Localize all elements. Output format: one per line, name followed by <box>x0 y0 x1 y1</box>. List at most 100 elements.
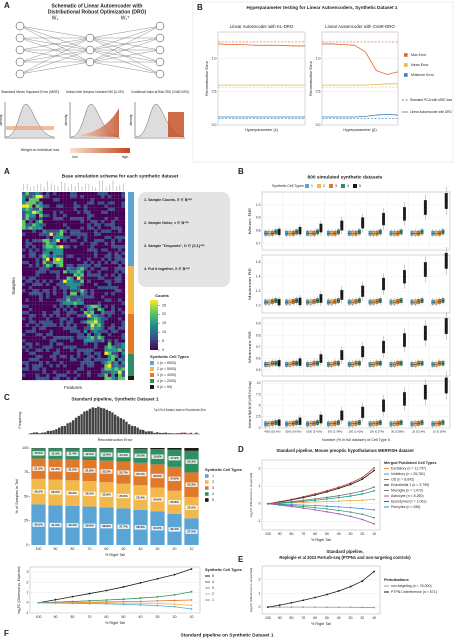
series-line <box>217 43 305 47</box>
heatmap-cell <box>42 226 47 230</box>
heatmap-cell <box>49 376 53 381</box>
x-tick-label: 90 <box>278 532 282 536</box>
heatmap-cell <box>121 339 126 343</box>
heatmap-cell <box>35 198 40 202</box>
heatmap-cell <box>39 358 43 362</box>
heatmap-cell <box>90 217 95 221</box>
heatmap-cell <box>80 326 84 330</box>
heatmap-cell <box>70 367 74 371</box>
heatmap-cell <box>104 304 108 309</box>
heatmap-cell <box>94 376 98 381</box>
heatmap-cell <box>121 242 126 246</box>
heatmap-cell <box>100 311 105 315</box>
heatmap-cell <box>104 289 108 293</box>
heatmap-cell <box>80 373 84 377</box>
heatmap-cell <box>87 301 91 305</box>
heatmap-cell <box>107 376 112 381</box>
heatmap-cell <box>87 336 91 340</box>
legend-swatch <box>404 63 408 67</box>
heatmap-cell <box>66 235 71 240</box>
heatmap-cell <box>32 339 36 343</box>
heatmap-cell <box>42 295 47 299</box>
heatmap-cell <box>66 348 71 352</box>
heatmap-cell <box>56 320 60 324</box>
label-box <box>151 497 164 502</box>
heatmap-cell <box>66 304 71 309</box>
heatmap-cell <box>42 289 47 293</box>
heatmap-cell <box>25 289 29 293</box>
axis-label: density <box>64 114 68 125</box>
heatmap-cell <box>118 279 122 283</box>
heatmap-cell <box>90 270 95 274</box>
heatmap-cell <box>104 220 108 224</box>
heatmap-cell <box>49 364 53 368</box>
heatmap-cell <box>111 273 115 277</box>
heatmap-cell <box>107 210 112 215</box>
heatmap-cell <box>49 342 53 346</box>
heatmap-cell <box>83 260 88 265</box>
heatmap-cell <box>59 198 64 202</box>
heatmap-cell <box>80 307 84 312</box>
x-axis-label: Number (% in full dataset) of Cell Type … <box>322 438 390 442</box>
heatmap-cell <box>46 251 50 255</box>
heatmap-cell <box>111 217 115 221</box>
heatmap-cell <box>94 210 98 215</box>
heatmap-cell <box>70 345 74 349</box>
heatmap-cell <box>63 260 67 265</box>
heatmap-cell <box>94 317 98 321</box>
heatmap-cell <box>94 298 98 302</box>
heatmap-cell <box>114 198 119 202</box>
heatmap-cell <box>100 264 105 268</box>
heatmap-cell <box>25 254 29 258</box>
heatmap-cell <box>28 226 33 230</box>
heatmap-cell <box>63 326 67 330</box>
point <box>278 500 281 503</box>
heatmap-cell <box>35 361 40 365</box>
heatmap-cell <box>87 235 91 240</box>
heatmap-cell <box>35 295 40 299</box>
panel-letter: F <box>4 629 9 638</box>
heatmap-cell <box>22 195 26 199</box>
heatmap-cell <box>70 364 74 368</box>
heatmap-cell <box>100 257 105 262</box>
heatmap-cell <box>52 320 57 324</box>
heatmap-cell <box>49 282 53 287</box>
heatmap-cell <box>90 282 95 287</box>
heatmap-cell <box>90 201 95 205</box>
heatmap-cell <box>52 251 57 255</box>
heatmap-cell <box>76 329 81 334</box>
heatmap-cell <box>83 301 88 305</box>
heatmap-cell <box>107 370 112 374</box>
data-label: 25.6% <box>119 494 128 498</box>
heatmap-cell <box>59 226 64 230</box>
heatmap-cell <box>111 329 115 334</box>
heatmap-cell <box>22 264 26 268</box>
heatmap-cell <box>39 223 43 227</box>
panel-letter: A <box>4 1 10 10</box>
heatmap-cell <box>28 345 33 349</box>
heatmap-cell <box>32 314 36 318</box>
heatmap-cell <box>121 223 126 227</box>
heatmap-cell <box>111 192 115 196</box>
heatmap-cell <box>118 248 122 252</box>
heatmap-cell <box>100 245 105 249</box>
legend-label: Mean Error <box>411 63 429 67</box>
heatmap-cell <box>100 364 105 368</box>
heatmap-cell <box>56 204 60 208</box>
heatmap-cell <box>76 342 81 346</box>
heatmap-cell <box>49 348 53 352</box>
heatmap-cell <box>66 232 71 236</box>
heatmap-cell <box>107 254 112 258</box>
heatmap-cell <box>28 232 33 236</box>
heatmap-cell <box>121 245 126 249</box>
point <box>267 606 269 609</box>
label-box <box>49 451 62 456</box>
heatmap-cell <box>52 307 57 312</box>
heatmap-cell <box>66 364 71 368</box>
heatmap-cell <box>80 226 84 230</box>
heatmap-cell <box>76 317 81 321</box>
heatmap-cell <box>83 220 88 224</box>
heatmap-cell <box>80 295 84 299</box>
heatmap-cell <box>22 298 26 302</box>
heatmap-cell <box>66 245 71 249</box>
